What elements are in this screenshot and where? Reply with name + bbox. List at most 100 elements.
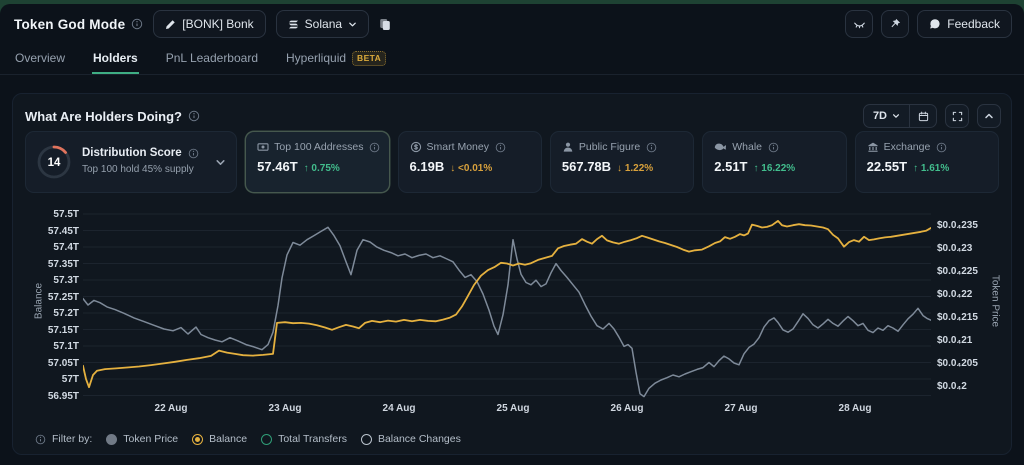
info-icon: [131, 18, 143, 30]
left-axis-tick: 57.4T: [53, 242, 79, 253]
stat-card-public-figure[interactable]: Public Figure 567.78B ↓ 1.22%: [549, 131, 695, 193]
filter-option-total-transfers[interactable]: Total Transfers: [261, 433, 347, 445]
stat-card-value-row: 22.55T ↑ 1.61%: [867, 159, 987, 174]
distribution-score-subtitle: Top 100 hold 45% supply: [82, 164, 194, 175]
right-axis-title: Token Price: [989, 274, 1001, 328]
range-selector[interactable]: 7D: [864, 105, 909, 127]
public-figure-icon: [562, 141, 574, 153]
stat-card-title: Whale: [732, 141, 763, 153]
x-axis-tick: 28 Aug: [838, 403, 872, 414]
right-axis-tick: $0.0₄235: [937, 220, 978, 231]
chevron-down-icon[interactable]: [215, 157, 226, 168]
left-axis-tick: 57T: [61, 374, 79, 385]
info-icon: [369, 142, 380, 153]
calendar-icon: [918, 111, 929, 122]
chain-select-button[interactable]: Solana: [275, 10, 370, 38]
stat-card-title: Smart Money: [426, 141, 489, 153]
left-axis-tick: 57.1T: [53, 341, 79, 352]
stat-card-header: Public Figure: [562, 141, 682, 153]
stat-card-whale[interactable]: Whale 2.51T ↑ 16.22%: [702, 131, 847, 193]
coin-icon: [410, 141, 422, 153]
header-actions: Feedback: [845, 10, 1012, 38]
left-axis-tick: 57.15T: [47, 324, 79, 336]
distribution-gauge: 14: [37, 145, 71, 179]
info-icon: [646, 142, 657, 153]
stat-card-value: 567.78B: [561, 159, 612, 174]
chart-plot: [83, 213, 931, 398]
stat-card-value: 6.19B: [409, 159, 445, 174]
fullscreen-button[interactable]: [945, 104, 969, 128]
left-axis-tick: 56.95T: [47, 390, 79, 402]
collapse-panel-button[interactable]: [977, 104, 1001, 128]
filter-option-label: Balance: [209, 433, 248, 445]
right-axis-tick: $0.0₄23: [937, 243, 973, 254]
feedback-label: Feedback: [947, 17, 1000, 31]
chevron-down-icon: [892, 112, 900, 120]
stat-card-change: ↑ 16.22%: [753, 163, 796, 174]
stat-card-exchange[interactable]: Exchange 22.55T ↑ 1.61%: [854, 131, 999, 193]
x-axis-tick: 27 Aug: [724, 403, 758, 414]
panel-title: What Are Holders Doing?: [25, 108, 182, 124]
pin-button[interactable]: [881, 10, 910, 38]
copy-address-icon[interactable]: [379, 18, 391, 31]
calendar-button[interactable]: [910, 105, 936, 127]
watchlist-eye-button[interactable]: [845, 10, 874, 38]
stat-card-top-100-addresses[interactable]: Top 100 Addresses 57.46T ↑ 0.75%: [245, 131, 390, 193]
stat-card-header: Whale: [714, 141, 834, 153]
info-icon: [936, 142, 947, 153]
info-icon: [188, 148, 199, 159]
pin-icon: [889, 18, 901, 30]
app-header: Token God Mode [BONK] Bonk Solana Feed: [0, 4, 1024, 44]
token-select-button[interactable]: [BONK] Bonk: [153, 10, 266, 38]
stat-card-header: Smart Money: [410, 141, 530, 153]
filter-option-label: Token Price: [123, 433, 179, 445]
stat-card-value: 22.55T: [866, 159, 908, 174]
stat-card-value-row: 57.46T ↑ 0.75%: [257, 159, 377, 174]
stat-card-change: ↑ 0.75%: [303, 163, 340, 174]
filter-radio: [261, 433, 273, 445]
filter-bar: Filter by: Token Price Balance Total Trans…: [35, 433, 461, 445]
filter-radio: [106, 433, 118, 445]
right-axis-tick: $0.0₄22: [937, 289, 973, 300]
filter-option-balance-changes[interactable]: Balance Changes: [360, 433, 461, 445]
distribution-score-title: Distribution Score: [82, 147, 182, 159]
tab-hyperliquid[interactable]: Hyperliquid BETA: [285, 44, 387, 74]
stat-card-value-row: 567.78B ↓ 1.22%: [562, 159, 682, 174]
feedback-button[interactable]: Feedback: [917, 10, 1012, 38]
x-axis-tick: 23 Aug: [268, 403, 302, 414]
series-balance: [83, 219, 931, 389]
stat-card-smart-money[interactable]: Smart Money 6.19B ↓ <0.01%: [397, 131, 542, 193]
stat-card-value: 2.51T: [714, 159, 748, 174]
tab-label: Hyperliquid: [286, 51, 347, 65]
chevron-up-icon: [984, 111, 994, 121]
tab-label: Overview: [15, 51, 66, 65]
right-axis-tick: $0.0₄215: [937, 312, 978, 323]
left-axis-tick: 57.3T: [53, 275, 79, 286]
info-icon: [495, 142, 506, 153]
filter-option-label: Balance Changes: [377, 433, 461, 445]
holders-chart: Balance Token Price 57.5T 57.45T 57.4T 57.3…: [13, 198, 1011, 426]
stat-card-change: ↓ <0.01%: [450, 163, 493, 174]
tab-overview[interactable]: Overview: [14, 44, 66, 74]
banknote-icon: [257, 141, 269, 153]
left-axis-tick: 57.5T: [53, 209, 79, 220]
filter-option-balance[interactable]: Balance: [192, 433, 247, 445]
divider: [909, 105, 910, 127]
distribution-score-card[interactable]: 14 Distribution Score Top 100 hold 45% s…: [25, 131, 238, 193]
page-title: Token God Mode: [14, 16, 126, 32]
filter-option-token-price[interactable]: Token Price: [106, 433, 178, 445]
tab-pnl-leaderboard[interactable]: PnL Leaderboard: [165, 44, 259, 74]
tab-holders[interactable]: Holders: [92, 44, 139, 74]
stat-card-header: Top 100 Addresses: [257, 141, 380, 153]
x-axis-tick: 25 Aug: [496, 403, 530, 414]
x-axis-tick: 26 Aug: [610, 403, 644, 414]
holders-panel: What Are Holders Doing? 7D: [12, 93, 1012, 455]
whale-icon: [714, 141, 727, 153]
range-label: 7D: [872, 110, 887, 122]
left-axis-tick: 57.45T: [47, 225, 79, 237]
pencil-icon: [165, 19, 176, 30]
left-axis-tick: 57.25T: [47, 291, 79, 303]
filter-radio: [192, 433, 204, 445]
left-axis-tick: 57.35T: [47, 258, 79, 270]
series-token-price: [83, 226, 931, 398]
